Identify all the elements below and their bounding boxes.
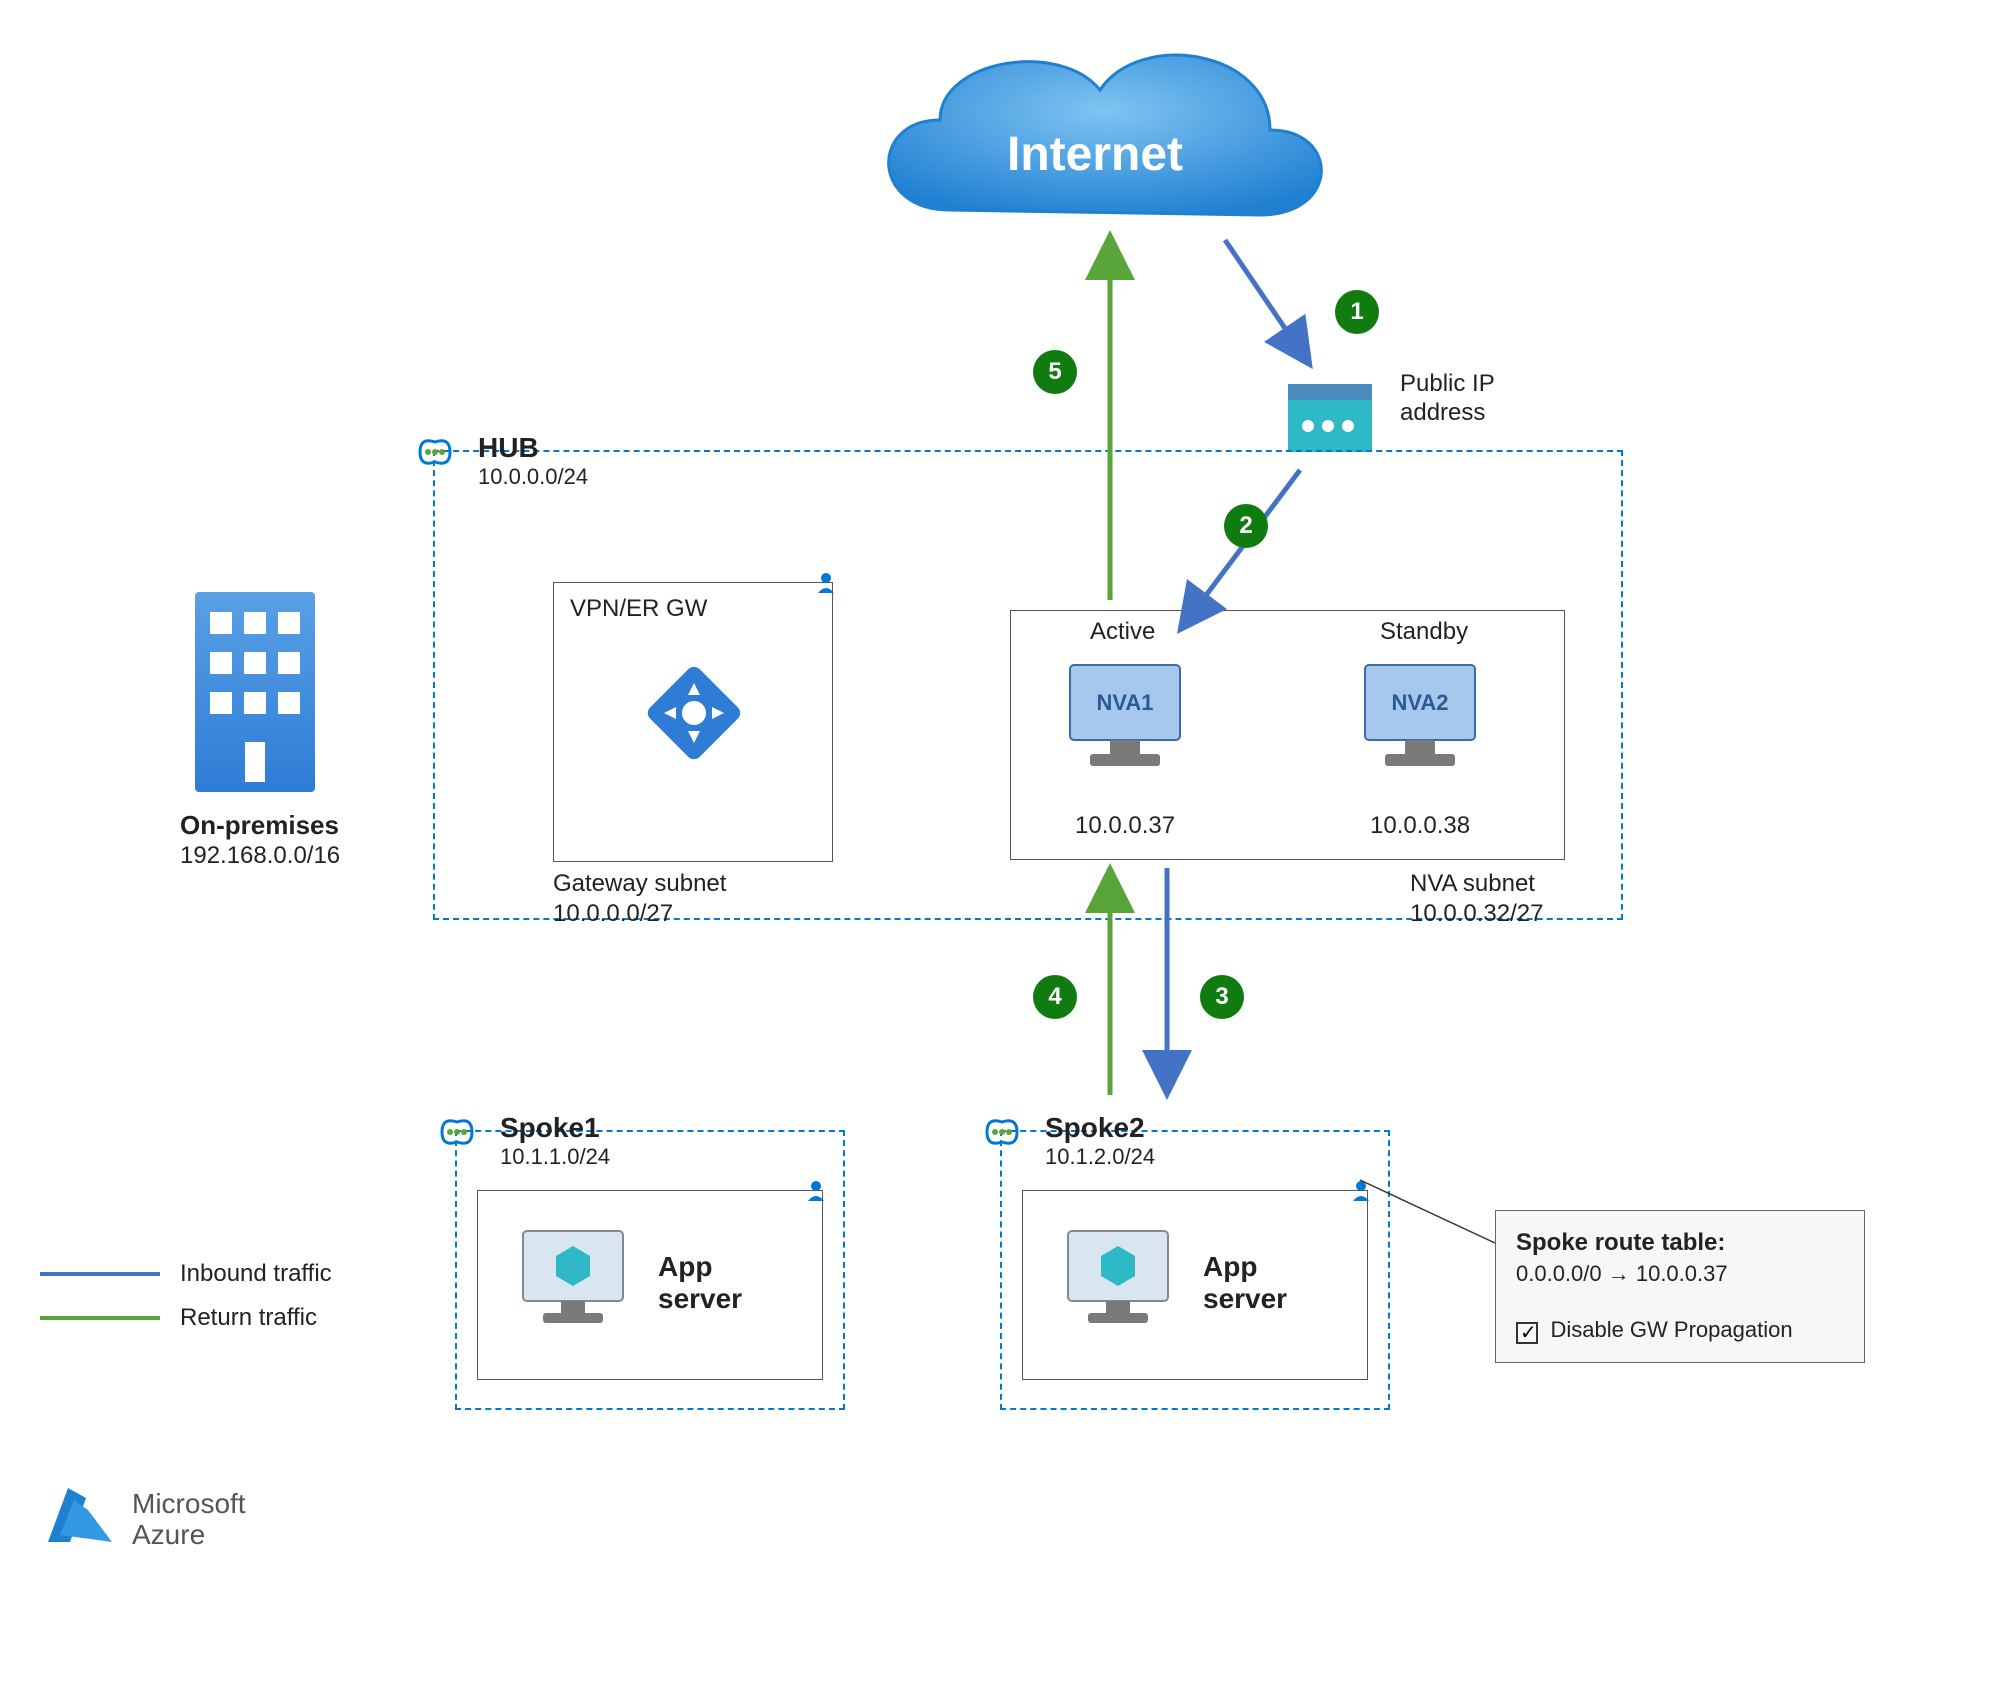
spoke2-title-block: Spoke2 10.1.2.0/24	[1045, 1112, 1155, 1170]
legend-inbound-label: Inbound traffic	[180, 1260, 332, 1288]
route-table-title: Spoke route table:	[1516, 1229, 1844, 1257]
legend-return-label: Return traffic	[180, 1304, 317, 1332]
public-ip-label-line2: address	[1400, 399, 1495, 428]
vnet-icon	[415, 432, 455, 472]
app-server-icon	[508, 1221, 638, 1351]
route-table-checkbox-label: Disable GW Propagation	[1550, 1317, 1792, 1342]
nva-subnet-cidr: 10.0.0.32/27	[1410, 900, 1543, 928]
public-ip-label: Public IP address	[1400, 370, 1495, 428]
diagram-canvas: Internet Public IP address HUB 10.0.0.0/…	[0, 0, 1990, 1686]
spoke1-title: Spoke1	[500, 1112, 610, 1144]
spoke1-app-label-2: server	[658, 1283, 742, 1315]
nva2-vm-icon: NVA2	[1345, 650, 1495, 800]
hub-title: HUB	[478, 432, 588, 464]
legend: Inbound traffic Return traffic	[40, 1260, 332, 1332]
user-icon	[1347, 1177, 1375, 1205]
svg-text:NVA1: NVA1	[1096, 690, 1153, 715]
spoke1-app-box: App server	[477, 1190, 823, 1380]
svg-text:NVA2: NVA2	[1391, 690, 1448, 715]
step-badge-3: 3	[1200, 975, 1244, 1019]
app-server-icon	[1053, 1221, 1183, 1351]
spoke1-title-block: Spoke1 10.1.1.0/24	[500, 1112, 610, 1170]
spoke1-app-label-1: App	[658, 1251, 742, 1283]
brand-line1: Microsoft	[132, 1489, 246, 1520]
brand-line2: Azure	[132, 1520, 246, 1551]
internet-label: Internet	[1007, 128, 1183, 181]
user-icon	[812, 569, 840, 597]
step-badge-4: 4	[1033, 975, 1077, 1019]
vnet-icon	[437, 1112, 477, 1152]
gateway-subnet-label: Gateway subnet	[553, 870, 726, 898]
gateway-subnet-cidr: 10.0.0.0/27	[553, 900, 673, 928]
hub-title-block: HUB 10.0.0.0/24	[478, 432, 588, 490]
public-ip-label-line1: Public IP	[1400, 370, 1495, 399]
step-badge-5: 5	[1033, 350, 1077, 394]
spoke2-cidr: 10.1.2.0/24	[1045, 1144, 1155, 1170]
checkbox-icon	[1516, 1322, 1538, 1344]
nva1-vm-icon: NVA1	[1050, 650, 1200, 800]
azure-logo-icon	[40, 1480, 120, 1560]
nva1-ip: 10.0.0.37	[1075, 812, 1175, 840]
onprem-cidr: 192.168.0.0/16	[180, 842, 340, 870]
nva-standby-label: Standby	[1380, 618, 1468, 646]
gateway-icon	[644, 663, 744, 763]
vnet-icon	[982, 1112, 1022, 1152]
route-table-route: 0.0.0.0/0 → 10.0.0.37	[1516, 1261, 1844, 1287]
legend-inbound-swatch	[40, 1272, 160, 1276]
nva-subnet-label: NVA subnet	[1410, 870, 1535, 898]
spoke2-title: Spoke2	[1045, 1112, 1155, 1144]
legend-return-swatch	[40, 1316, 160, 1320]
internet-cloud-icon: Internet	[830, 20, 1350, 280]
gateway-title: VPN/ER GW	[570, 595, 707, 623]
azure-brand: Microsoft Azure	[40, 1480, 246, 1560]
step-badge-1: 1	[1335, 290, 1379, 334]
spoke1-cidr: 10.1.1.0/24	[500, 1144, 610, 1170]
spoke2-app-label-1: App	[1203, 1251, 1287, 1283]
user-icon	[802, 1177, 830, 1205]
spoke2-app-box: App server	[1022, 1190, 1368, 1380]
onprem-building-icon	[175, 582, 335, 802]
step-badge-2: 2	[1224, 504, 1268, 548]
nva2-ip: 10.0.0.38	[1370, 812, 1470, 840]
onprem-title: On-premises	[180, 810, 339, 841]
nva-active-label: Active	[1090, 618, 1155, 646]
hub-cidr: 10.0.0.0/24	[478, 464, 588, 490]
gateway-subnet-box: VPN/ER GW	[553, 582, 833, 862]
route-table-callout: Spoke route table: 0.0.0.0/0 → 10.0.0.37…	[1495, 1210, 1865, 1363]
spoke2-app-label-2: server	[1203, 1283, 1287, 1315]
